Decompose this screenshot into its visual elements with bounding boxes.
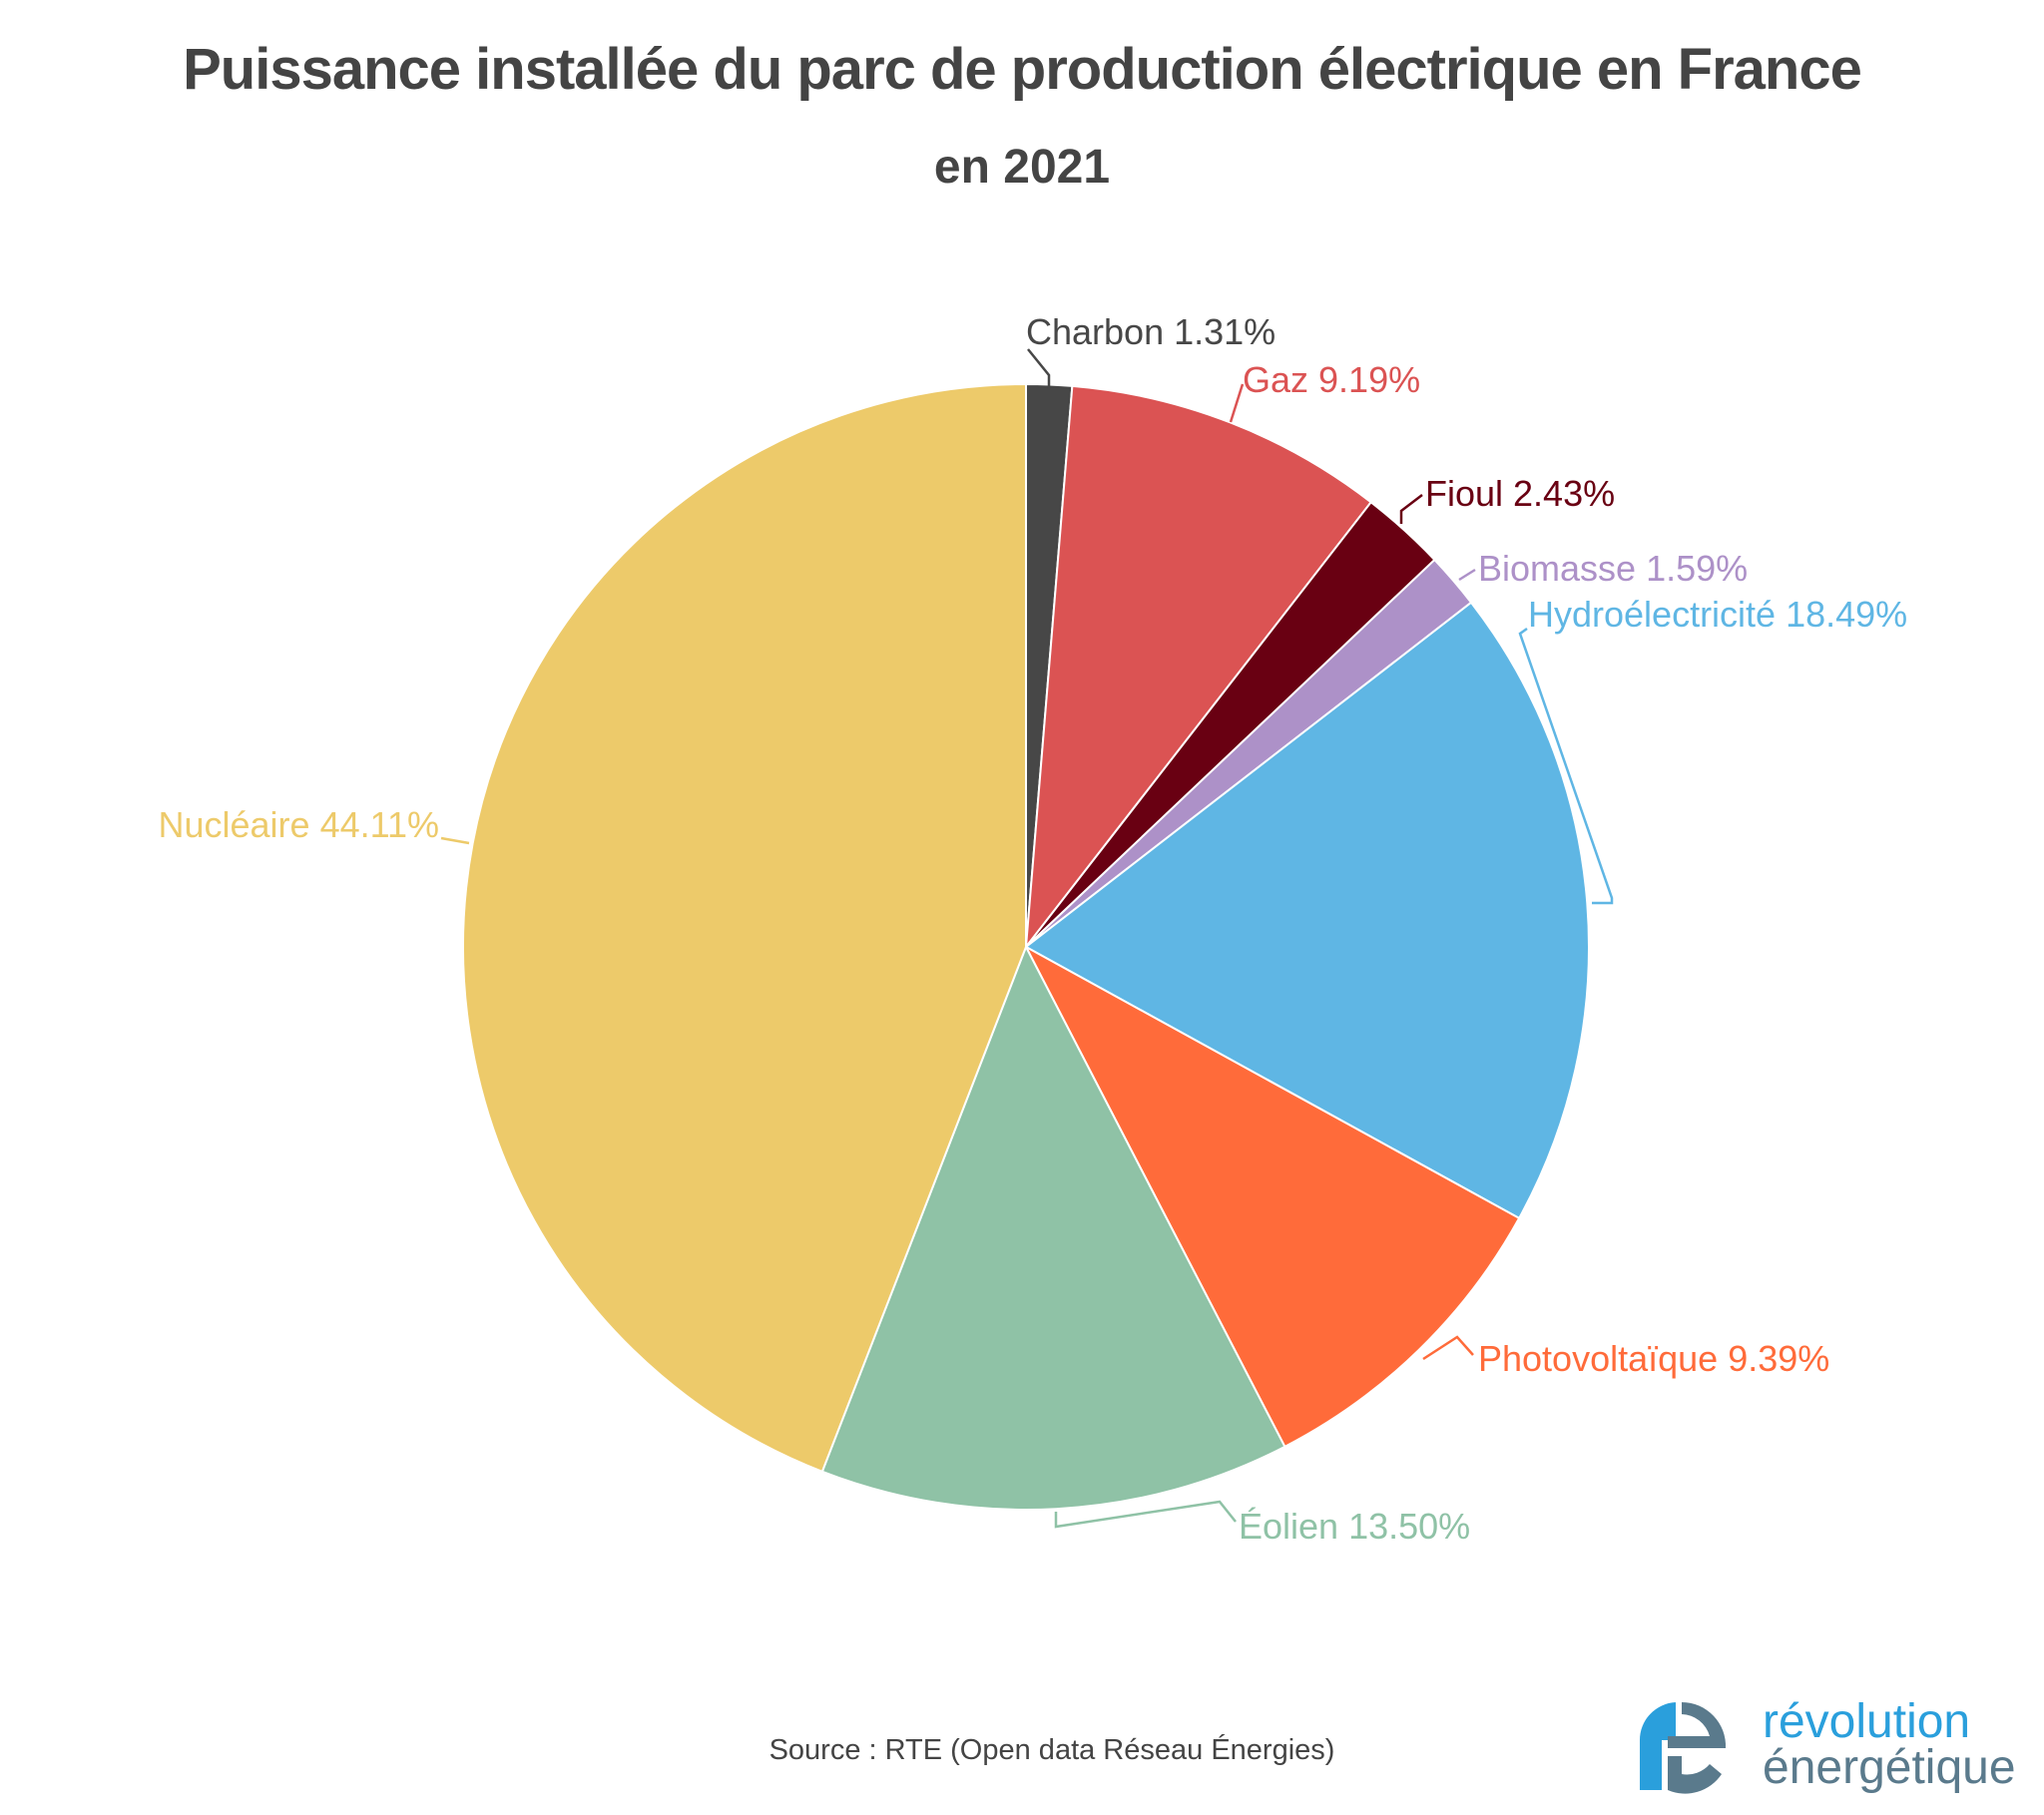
data-label-hydro: Hydroélectricité 18.49% <box>1528 594 1908 635</box>
logo-e-icon <box>1640 1700 1727 1794</box>
leader-pv <box>1422 1335 1474 1361</box>
source-note: Source : RTE (Open data Réseau Énergies) <box>768 1734 1335 1766</box>
data-label-nucleaire: Nucléaire 44.11% <box>158 804 440 845</box>
data-label-fioul: Fioul 2.43% <box>1425 473 1616 514</box>
chart-subtitle: en 2021 <box>933 141 1111 194</box>
logo-text-line1: révolution <box>1763 1695 1971 1748</box>
data-label-biomasse: Biomasse 1.59% <box>1478 548 1749 589</box>
leader-eolien <box>1054 1500 1237 1529</box>
pie-slice-eolien <box>820 944 1286 1511</box>
chart-title: Puissance installée du parc de productio… <box>183 37 1862 102</box>
pie-slice-hydroelectricite <box>1024 601 1590 1220</box>
leader-nucleaire <box>440 836 470 845</box>
leader-biomasse <box>1458 568 1476 582</box>
data-label-gaz: Gaz 9.19% <box>1243 359 1421 400</box>
leader-fioul <box>1399 494 1423 524</box>
pie-slice-photovoltaique <box>1023 944 1521 1449</box>
logo-text-line2: énergétique <box>1763 1741 2016 1794</box>
pie-slice-nucleaire <box>462 382 1027 1474</box>
leader-hydro <box>1518 627 1614 905</box>
data-label-eolien: Éolien 13.50% <box>1239 1506 1471 1547</box>
pie-slice-gaz <box>1024 384 1373 951</box>
brand-logo: révolution énergétique <box>1638 1695 2017 1796</box>
data-label-charbon: Charbon 1.31% <box>1026 311 1277 352</box>
leader-gaz <box>1229 383 1245 423</box>
leader-charbon <box>1027 348 1051 389</box>
data-label-photovoltaique: Photovoltaïque 9.39% <box>1478 1338 1830 1379</box>
